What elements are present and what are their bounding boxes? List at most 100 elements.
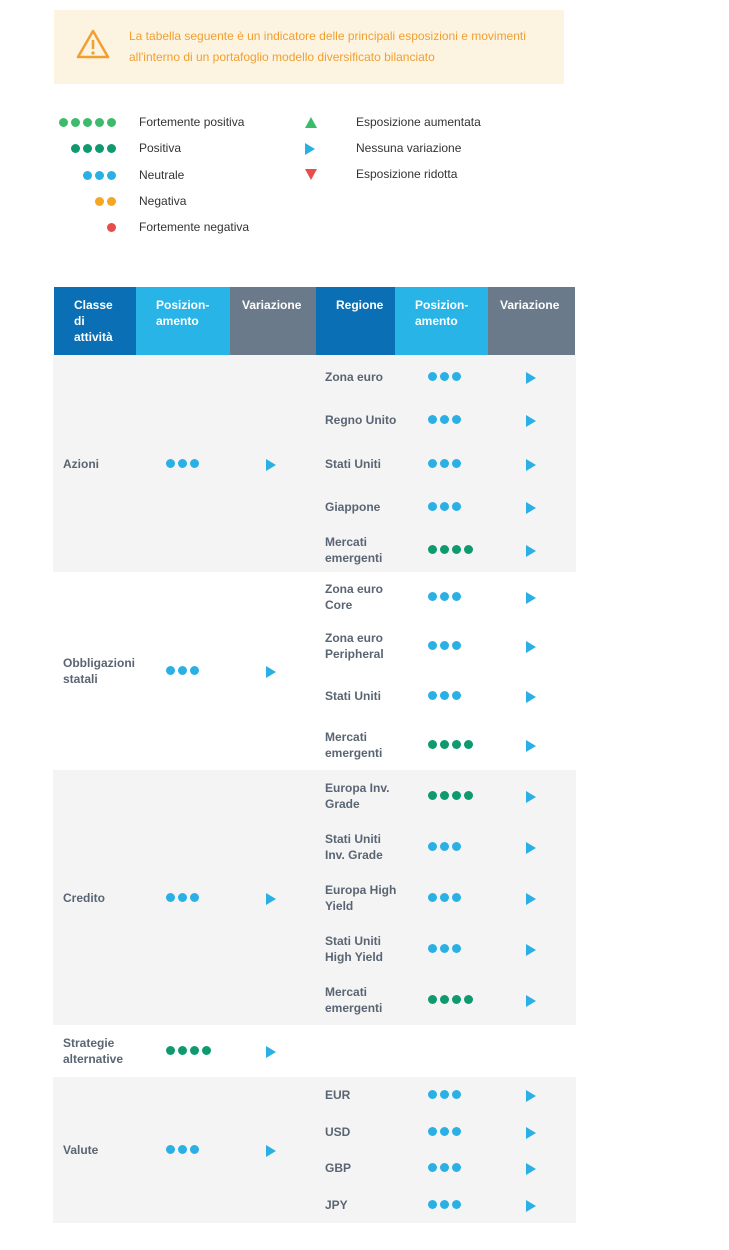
region: GBP [325, 1161, 352, 1176]
dot [440, 501, 449, 511]
dot [166, 458, 175, 468]
dot [428, 501, 437, 511]
dot [440, 591, 449, 601]
dot [71, 118, 80, 127]
region: Stati Uniti [325, 688, 381, 703]
positioning-dots [428, 740, 473, 750]
dot [452, 994, 461, 1004]
dot [178, 666, 187, 675]
region: Regno Unito [325, 413, 397, 428]
change-icon [266, 1145, 276, 1157]
dot [440, 458, 449, 468]
positioning-dots [428, 690, 461, 700]
region: Mercati emergenti [325, 535, 383, 566]
dot [464, 740, 473, 750]
dot [107, 144, 116, 154]
positioning-dots [166, 1046, 211, 1055]
dot [452, 415, 461, 425]
dot [440, 1199, 449, 1209]
region: USD [325, 1124, 351, 1139]
asset-class: Credito [63, 890, 105, 905]
positioning-dots [166, 666, 199, 675]
dot [190, 458, 199, 468]
dot [166, 1145, 175, 1154]
change-icon [526, 1199, 536, 1212]
asset-class: Valute [63, 1143, 99, 1157]
header-cell: Variazione [488, 287, 575, 355]
positioning-dots [428, 591, 461, 601]
dot [440, 1090, 449, 1100]
dot [190, 666, 199, 675]
region: Mercati emergenti [325, 730, 383, 761]
dot [95, 196, 104, 206]
region: EUR [325, 1088, 351, 1103]
dot [452, 1199, 461, 1209]
dot [464, 994, 473, 1004]
legend-change-icon [305, 169, 317, 180]
dot [428, 690, 437, 700]
change-icon [526, 641, 536, 654]
change-icon [526, 943, 536, 956]
region: Stati Uniti High Yield [325, 933, 384, 964]
dot [428, 371, 437, 381]
change-icon [526, 458, 536, 471]
change-icon [526, 545, 536, 558]
dot [440, 641, 449, 651]
positioning-dots [166, 1145, 199, 1154]
region: Giappone [325, 499, 381, 514]
dot [190, 1046, 199, 1055]
positioning-dots [428, 943, 461, 953]
dot [107, 170, 116, 180]
legend-label: Negativa [139, 193, 187, 208]
positioning-dots [428, 1126, 461, 1136]
region: Zona euro Peripheral [325, 631, 384, 662]
dot [428, 1126, 437, 1136]
dot [202, 1046, 211, 1055]
dot [452, 458, 461, 468]
region: Europa Inv. Grade [325, 780, 390, 811]
dot [178, 1046, 187, 1055]
dot [166, 1046, 175, 1055]
dot [452, 1090, 461, 1100]
legend-label: Esposizione aumentata [356, 115, 481, 129]
dot [428, 790, 437, 800]
positioning-dots [428, 501, 461, 511]
dot [95, 118, 104, 127]
change-icon [526, 892, 536, 905]
dot [452, 790, 461, 800]
region: Stati Uniti [325, 456, 381, 471]
dot [166, 666, 175, 675]
dot [71, 144, 80, 154]
dot [428, 1199, 437, 1209]
dot [440, 1163, 449, 1173]
change-icon [266, 458, 276, 471]
dot [452, 545, 461, 555]
dot [452, 943, 461, 953]
dot [440, 545, 449, 555]
change-icon [526, 690, 536, 703]
dot [178, 458, 187, 468]
dot [428, 841, 437, 851]
positioning-dots [166, 892, 199, 902]
change-icon [526, 371, 536, 384]
dot [440, 690, 449, 700]
dot [178, 892, 187, 902]
legend-change-icon [305, 117, 317, 128]
positioning-dots [107, 223, 116, 233]
dot [440, 740, 449, 750]
region: Zona euro [325, 369, 384, 384]
region: JPY [325, 1197, 348, 1212]
positioning-dots [428, 1090, 461, 1100]
dot [107, 118, 116, 127]
change-icon [266, 892, 276, 905]
change-icon [266, 666, 276, 678]
positioning-dots [83, 170, 116, 180]
dot [440, 841, 449, 851]
dot [428, 994, 437, 1004]
asset-class: Azioni [63, 456, 99, 471]
change-icon [266, 1046, 276, 1058]
dot [452, 591, 461, 601]
region: Mercati emergenti [325, 984, 383, 1015]
region: Zona euro Core [325, 581, 384, 612]
